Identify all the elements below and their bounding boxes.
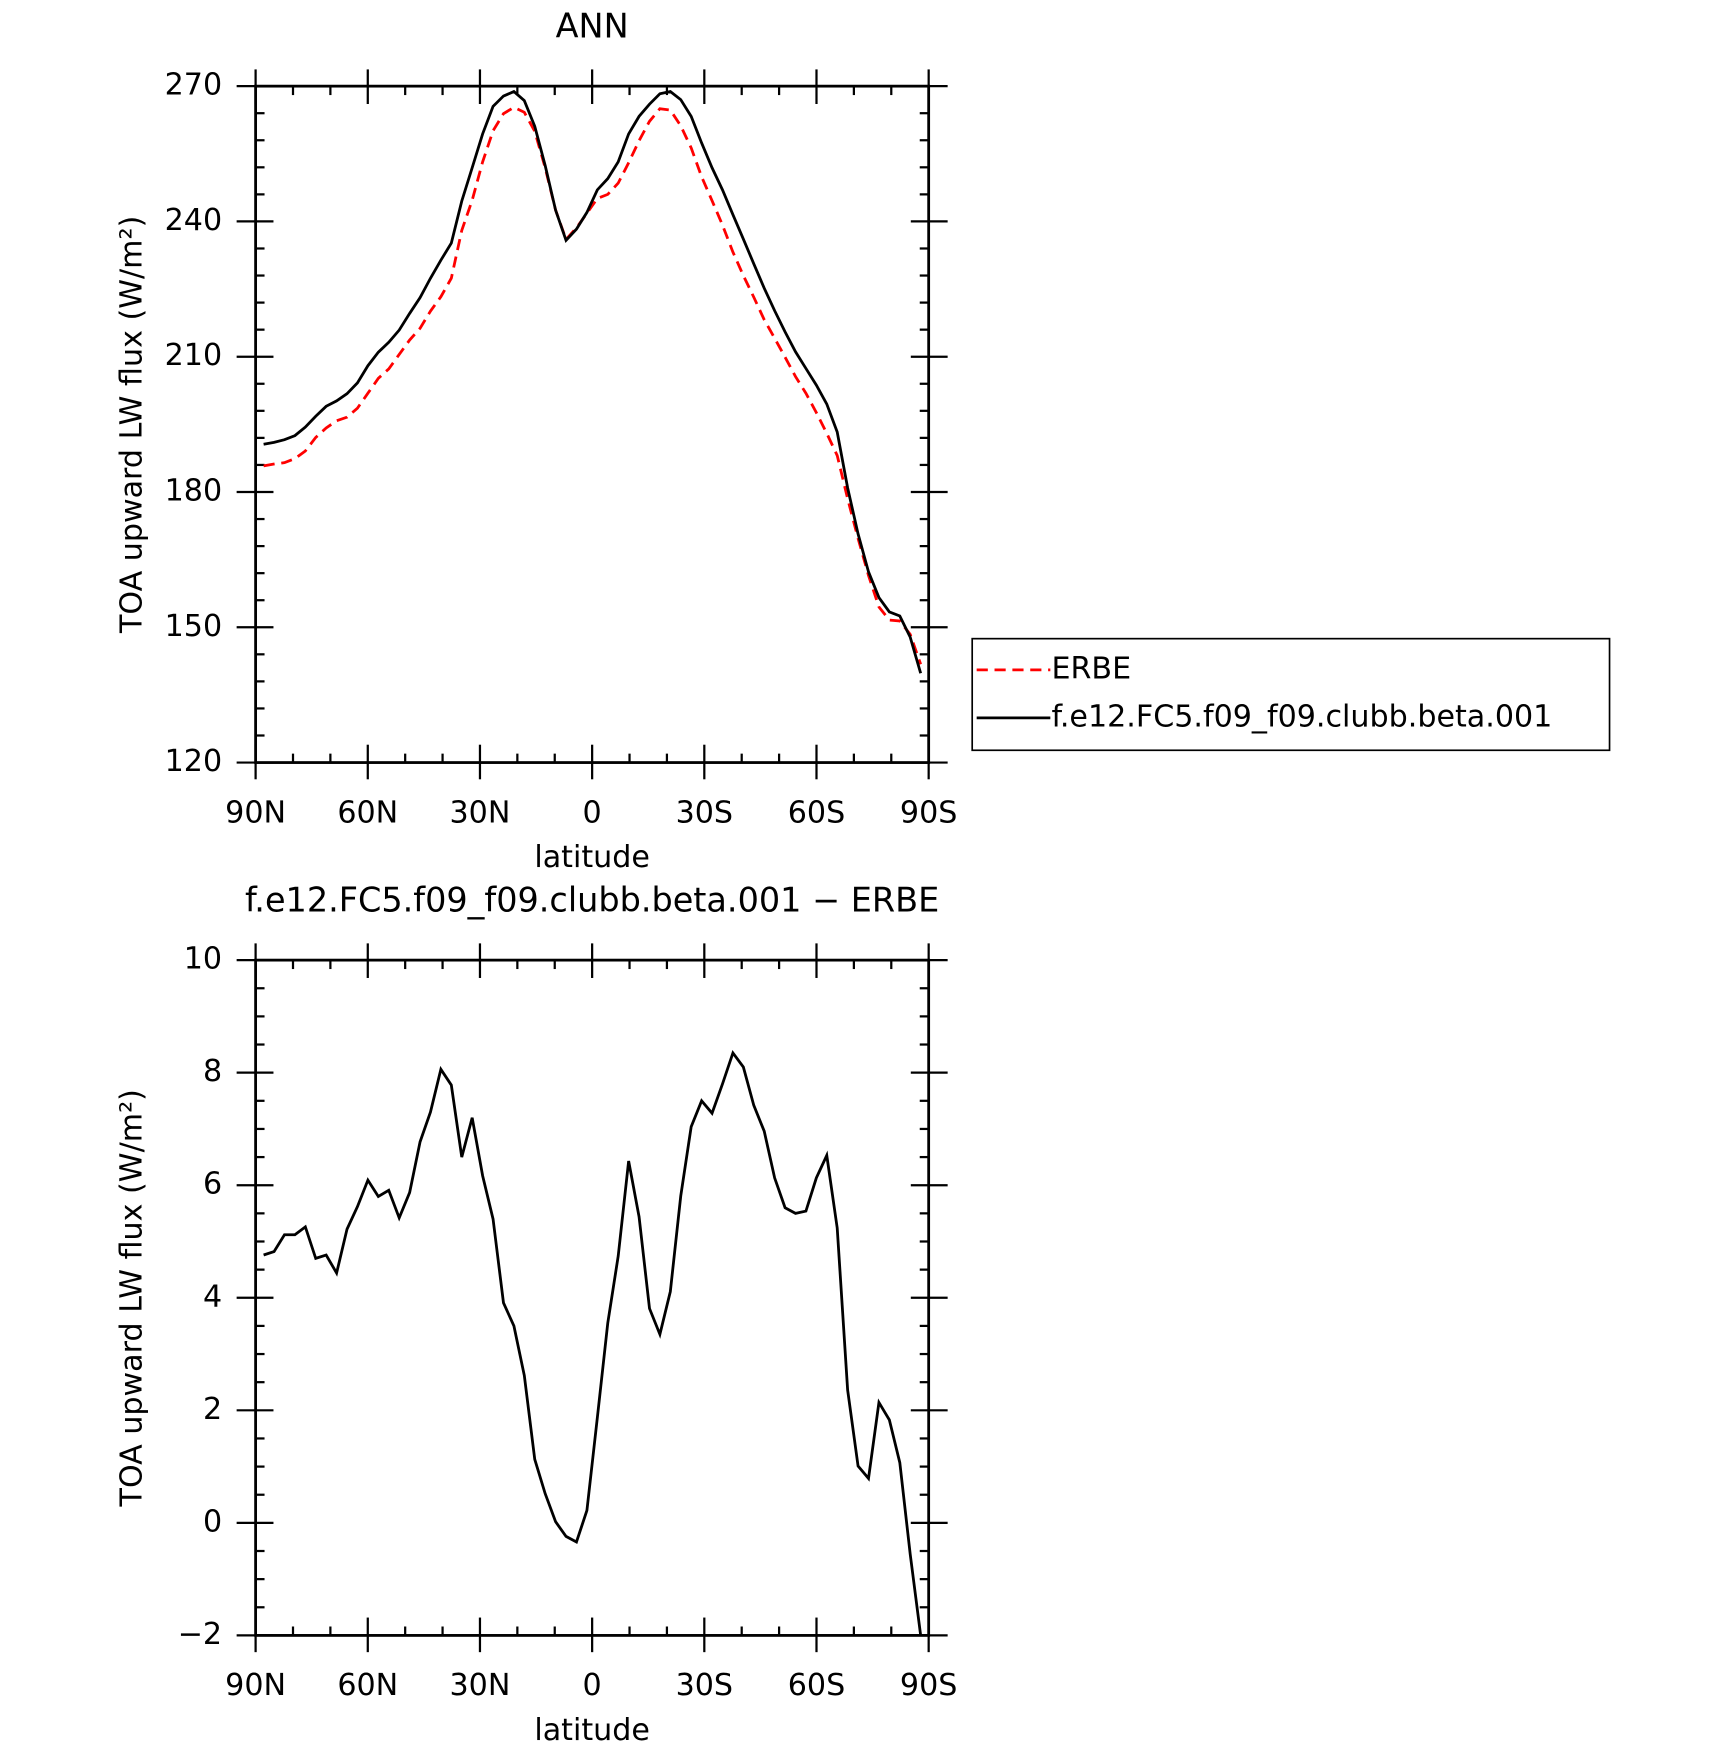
y-tick-label: 150 <box>165 609 223 644</box>
x-tick-label: 60N <box>337 795 398 830</box>
series-line <box>263 1050 923 1636</box>
series-line <box>263 105 922 665</box>
plot-frame <box>254 84 931 764</box>
x-tick-label: 30N <box>450 795 511 830</box>
x-tick-label: 0 <box>583 1668 602 1703</box>
plot-frame <box>254 958 931 1637</box>
y-tick-label: −2 <box>178 1617 222 1652</box>
x-tick-label: 0 <box>583 795 602 830</box>
y-tick-label: 8 <box>203 1054 222 1089</box>
x-axis-label: latitude <box>534 1713 650 1745</box>
y-tick-label: 180 <box>165 473 223 508</box>
y-tick-label: 240 <box>165 203 223 238</box>
x-tick-label: 30N <box>450 1668 511 1703</box>
y-tick-label: 10 <box>184 942 222 977</box>
x-tick-label: 90S <box>900 795 957 830</box>
x-tick-label: 60S <box>788 1668 845 1703</box>
series-line <box>263 89 923 674</box>
x-tick-label: 60S <box>788 795 845 830</box>
y-tick-label: 120 <box>165 744 223 779</box>
chart-title: ANN <box>556 7 629 46</box>
y-axis-label: TOA upward LW flux (W/m²) <box>114 1089 149 1507</box>
y-tick-label: 270 <box>165 68 223 103</box>
y-axis-label: TOA upward LW flux (W/m²) <box>114 216 149 634</box>
x-tick-label: 90S <box>900 1668 957 1703</box>
y-tick-label: 4 <box>203 1279 222 1314</box>
y-tick-label: 6 <box>203 1167 222 1202</box>
x-tick-label: 90N <box>225 795 286 830</box>
x-tick-label: 30S <box>676 795 733 830</box>
x-tick-label: 60N <box>337 1668 398 1703</box>
y-tick-label: 210 <box>165 338 223 373</box>
legend-label: ERBE <box>1051 651 1131 686</box>
x-tick-label: 90N <box>225 1668 286 1703</box>
legend-box <box>971 637 1611 752</box>
y-tick-label: 2 <box>203 1392 222 1427</box>
y-tick-label: 0 <box>203 1504 222 1539</box>
x-axis-label: latitude <box>534 840 650 875</box>
legend-label: f.e12.FC5.f09_f09.clubb.beta.001 <box>1051 699 1552 734</box>
x-tick-label: 30S <box>676 1668 733 1703</box>
chart-title: f.e12.FC5.f09_f09.clubb.beta.001 − ERBE <box>245 881 939 920</box>
